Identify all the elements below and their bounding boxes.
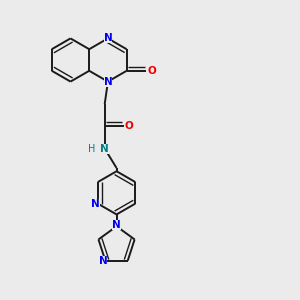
Text: N: N [112,220,121,230]
Text: N: N [103,76,112,87]
Text: O: O [125,121,134,131]
Text: H: H [88,144,96,154]
Text: N: N [99,256,107,266]
Text: N: N [103,33,112,43]
Text: N: N [91,199,100,208]
Text: N: N [100,144,109,154]
Text: O: O [147,66,156,76]
